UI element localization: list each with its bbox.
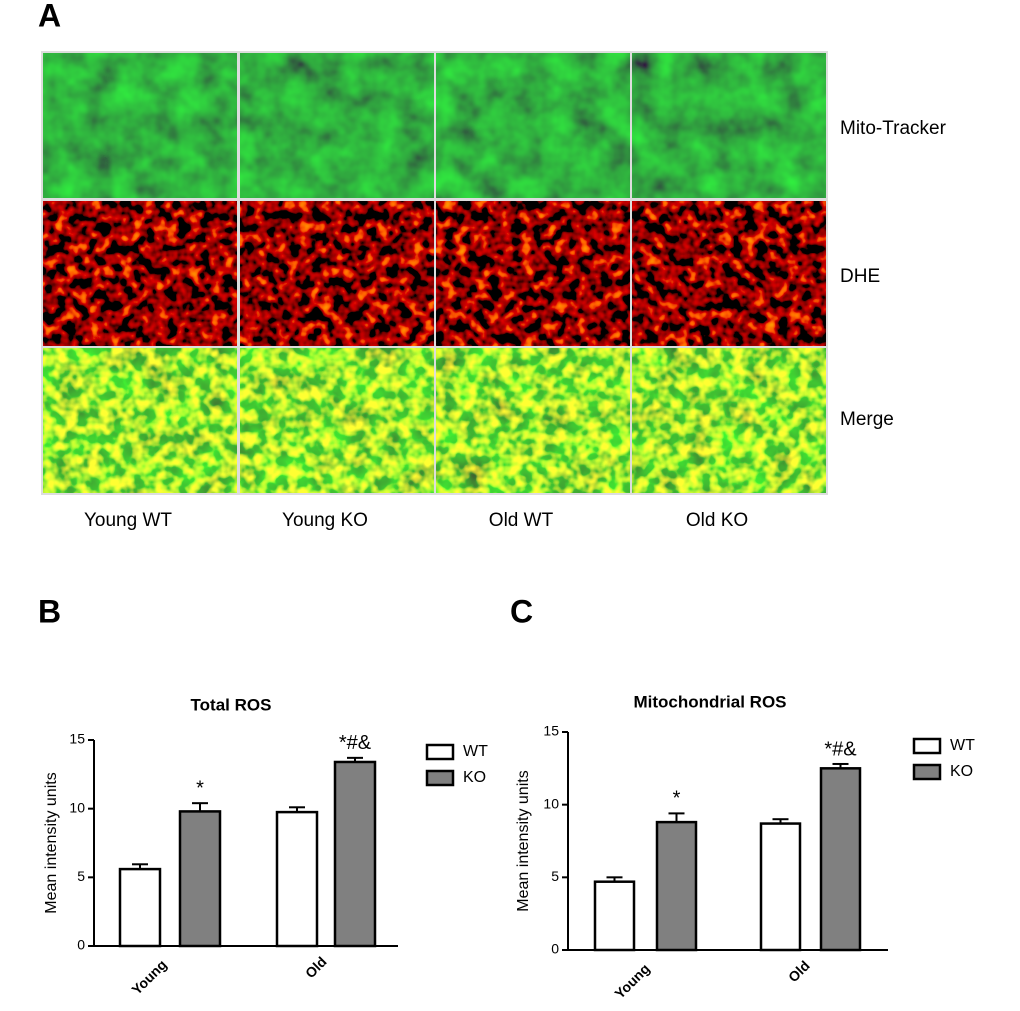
y-tick-label: 15 [69,731,85,747]
column-label: Old KO [686,510,748,531]
chart-title: Mitochondrial ROS [634,692,787,711]
micrograph [436,348,630,493]
bar [178,810,222,948]
micrograph-grid [41,51,828,495]
micrograph [436,53,630,198]
y-axis-label: Mean intensity units [43,772,60,913]
bar [593,880,636,952]
column-label: Young KO [282,510,368,531]
significance-label: *#& [824,738,857,760]
significance-label: *#& [339,732,372,754]
bar [275,810,319,948]
significance-label: * [196,777,204,799]
y-tick-label: 0 [77,937,85,953]
micrograph [240,201,434,346]
micrograph [43,201,237,346]
bar [655,820,698,952]
legend-swatch [912,763,942,781]
micrograph [43,53,237,198]
micrograph [43,348,237,493]
y-tick-label: 15 [543,723,559,739]
legend-label: WT [463,743,488,760]
y-tick-label: 0 [551,941,559,957]
bar [118,867,162,948]
legend-swatch [425,743,455,761]
micrograph [240,53,434,198]
legend-label: KO [463,769,486,786]
y-tick-label: 10 [543,795,559,811]
legend-label: WT [950,737,975,754]
x-tick-label: Young [128,956,169,997]
x-tick-label: Old [785,957,813,985]
panel-label: A [38,0,61,33]
column-label: Old WT [489,510,554,531]
micrograph [632,53,826,198]
y-tick-label: 5 [551,868,559,884]
legend-label: KO [950,763,973,780]
x-tick-label: Old [302,953,330,981]
row-label: Mito-Tracker [840,118,947,139]
bar [759,822,802,952]
panel-label: B [38,593,61,629]
y-tick-label: 5 [77,868,85,884]
legend-swatch [425,769,455,787]
micrograph [436,201,630,346]
micrograph [632,348,826,493]
column-label: Young WT [84,510,172,531]
row-label: Merge [840,409,894,430]
y-tick-label: 10 [69,799,85,815]
chart-title: Total ROS [191,695,272,714]
y-axis-label: Mean intensity units [515,770,532,911]
row-label: DHE [840,266,880,287]
micrograph [240,348,434,493]
panel-label: C [510,593,533,629]
significance-label: * [673,788,681,810]
micrograph [632,201,826,346]
x-tick-label: Young [611,960,652,1001]
bar [819,767,862,952]
legend-swatch [912,737,942,755]
bar [333,760,377,948]
